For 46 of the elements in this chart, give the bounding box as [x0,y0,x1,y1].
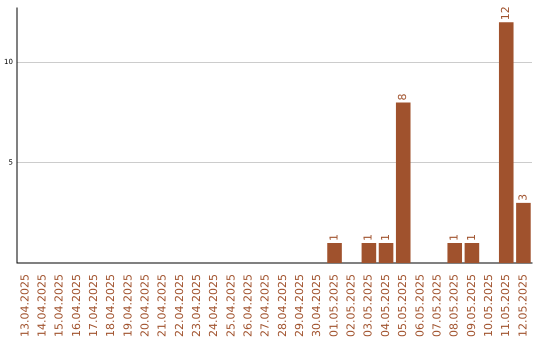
bar [447,242,462,264]
data-label: 3 [516,194,530,201]
data-label: 1 [448,234,461,241]
bar [327,242,342,264]
x-tick-label: 13.04.2025 [18,274,32,338]
x-tick-label: 16.04.2025 [70,274,83,338]
bar [498,22,514,264]
data-label: 8 [396,94,410,101]
x-tick-label: 17.04.2025 [87,274,100,338]
bar [378,242,394,264]
x-tick-label: 07.05.2025 [430,274,444,338]
data-label: 1 [464,234,478,241]
x-tick-label: 18.04.2025 [104,274,118,338]
x-tick-label: 06.05.2025 [413,274,426,338]
data-label: 1 [327,234,340,241]
x-tick-label: 23.04.2025 [190,274,204,338]
x-tick-label: 28.04.2025 [276,274,289,338]
x-tick-label: 10.05.2025 [482,274,495,338]
data-label: 1 [362,234,375,241]
x-tick-label: 05.05.2025 [396,274,410,338]
x-tick-label: 26.04.2025 [242,274,255,338]
bar [516,202,531,264]
x-tick-label: 27.04.2025 [258,274,272,338]
x-tick-label: 11.05.2025 [499,274,512,338]
x-tick-label: 03.05.2025 [362,274,375,338]
bar [362,242,376,264]
bar [396,102,411,264]
x-tick-label: 08.05.2025 [448,274,461,338]
x-tick-label: 20.04.2025 [138,274,152,338]
data-label: 1 [378,234,392,241]
x-tick-label: 15.04.2025 [52,274,66,338]
bar [464,242,480,264]
x-tick-label: 12.05.2025 [516,274,530,338]
x-tick-label: 21.04.2025 [156,274,169,338]
x-tick-label: 14.04.2025 [36,274,49,338]
x-tick-label: 22.04.2025 [172,274,186,338]
x-tick-label: 19.04.2025 [121,274,134,338]
x-tick-label: 02.05.2025 [344,274,358,338]
x-tick-label: 04.05.2025 [378,274,392,338]
x-tick-label: 09.05.2025 [464,274,478,338]
x-tick-label: 29.04.2025 [293,274,306,338]
data-label: 12 [499,6,512,20]
x-tick-label: 25.04.2025 [224,274,238,338]
x-tick-label: 01.05.2025 [327,274,340,338]
x-tick-label: 24.04.2025 [207,274,220,338]
x-tick-label: 30.04.2025 [310,274,324,338]
